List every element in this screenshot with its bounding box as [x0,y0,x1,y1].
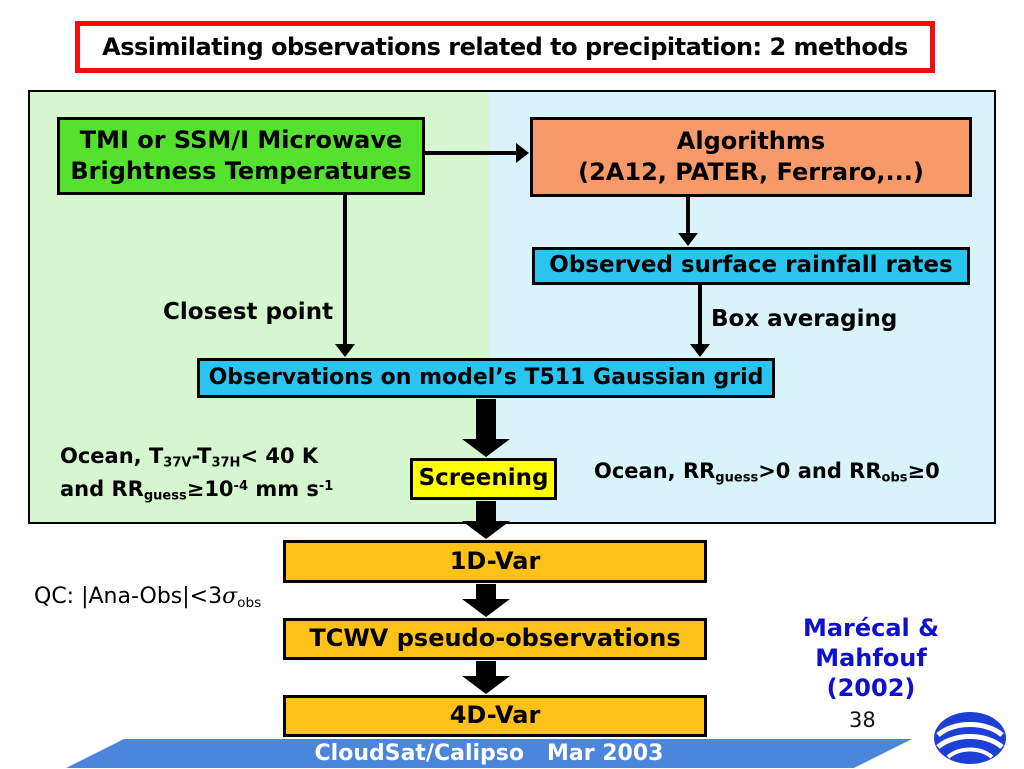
algorithms-box-line1: Algorithms [676,126,826,155]
box-averaging-label: Box averaging [711,306,898,332]
tmi-box-line1: TMI or SSM/I Microwave [79,125,403,154]
footer-text: CloudSat/Calipso Mar 2003 [314,741,664,766]
footer-banner: CloudSat/Calipso Mar 2003 [66,739,912,768]
ecmwf-logo [932,711,1008,769]
closest-point-label: Closest point [163,299,334,325]
screening-box: Screening [410,458,557,500]
reference-line2: (2002) [826,674,916,702]
arrow-shaft [476,584,496,602]
screening-criteria-right: Ocean, RRguess>0 and RRobs≥0 [594,459,940,486]
arrow-shaft [698,285,702,346]
algorithms-box: Algorithms (2A12, PATER, Ferraro,...) [530,117,972,197]
arrow-screening-to-1dvar [462,501,510,539]
arrow-head [335,344,355,357]
arrow-head [462,676,510,694]
tcwv-box: TCWV pseudo-observations [283,618,707,660]
arrow-head [462,599,510,617]
arrow-shaft [476,399,496,442]
arrow-head [516,143,529,163]
arrow-algorithms-to-observed [678,197,698,246]
arrow-head [462,439,510,457]
slide-title: Assimilating observations related to pre… [75,21,935,73]
arrow-observed-to-grid [690,285,710,357]
arrow-tmi-to-grid [335,195,355,357]
tmi-box-line2: Brightness Temperatures [70,157,412,185]
screening-criteria-left: Ocean, T37V-T37H< 40 K and RRguess≥10-4 … [60,441,333,506]
gaussian-grid-box: Observations on model’s T511 Gaussian gr… [197,358,775,398]
four-d-var-box: 4D-Var [283,695,707,737]
arrow-shaft [686,197,690,235]
arrow-grid-to-screening [462,399,510,457]
arrow-tcwv-to-4dvar [462,661,510,694]
ecmwf-logo-graphic [934,712,1006,764]
qc-label: QC: |Ana-Obs|<3σobs [34,584,262,611]
one-d-var-box: 1D-Var [283,540,707,583]
observed-rainfall-box: Observed surface rainfall rates [532,247,970,285]
arrow-shaft [425,151,518,155]
arrow-shaft [476,501,496,524]
tmi-box: TMI or SSM/I Microwave Brightness Temper… [57,117,425,195]
screening-criteria-left-line1: Ocean, T37V-T37H< 40 K [60,444,319,471]
screening-criteria-left-line2: and RRguess≥10-4 mm s-1 [60,476,334,504]
algorithms-box-line2: (2A12, PATER, Ferraro,...) [578,158,924,186]
arrow-head [462,521,510,539]
arrow-1dvar-to-tcwv [462,584,510,617]
reference-line1: Marécal & Mahfouf [802,614,940,672]
arrow-shaft [343,195,347,346]
arrow-tmi-to-algorithms [425,143,529,163]
arrow-shaft [476,661,496,679]
arrow-head [690,344,710,357]
arrow-head [678,233,698,246]
reference-citation: Marécal & Mahfouf (2002) [745,613,997,703]
page-number: 38 [849,708,876,732]
